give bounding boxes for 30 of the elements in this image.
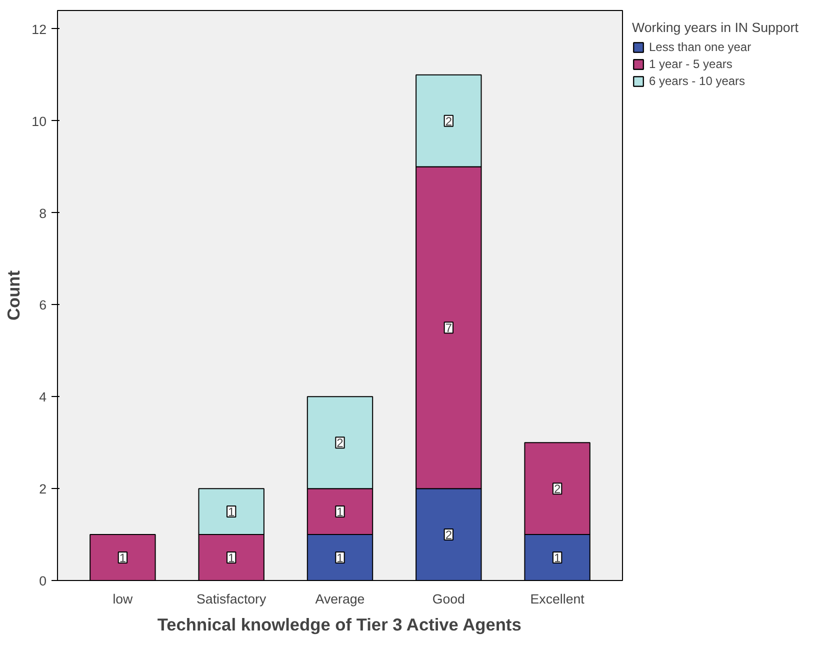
y-tick-label: 2 <box>39 482 47 497</box>
data-label: 2 <box>445 114 452 128</box>
legend-label: 6 years - 10 years <box>649 74 746 88</box>
y-tick-label: 0 <box>39 574 47 588</box>
legend-label: Less than one year <box>649 40 752 54</box>
x-tick-label: low <box>112 592 134 606</box>
data-label: 1 <box>336 551 344 566</box>
data-label: 7 <box>445 321 452 336</box>
data-label: 1 <box>119 551 126 566</box>
y-tick-label: 10 <box>32 114 47 129</box>
data-label: 1 <box>228 551 236 566</box>
y-axis-title: Count <box>4 270 24 321</box>
data-label: 2 <box>445 528 452 542</box>
data-label: 1 <box>228 505 236 520</box>
x-tick-label: Average <box>315 592 365 606</box>
y-tick-label: 4 <box>39 390 48 405</box>
data-label: 1 <box>554 551 561 566</box>
x-tick-label: Good <box>432 592 465 606</box>
legend-label: 1 year - 5 years <box>649 57 732 71</box>
x-tick-label: Satisfactory <box>196 592 266 606</box>
y-tick-label: 8 <box>39 206 47 221</box>
x-axis-title: Technical knowledge of Tier 3 Active Agents <box>157 614 522 634</box>
y-tick-label: 12 <box>32 22 47 37</box>
x-tick-label: Excellent <box>530 592 585 606</box>
data-label: 2 <box>336 436 344 450</box>
data-label: 1 <box>336 505 344 520</box>
legend-title: Working years in IN Support <box>632 20 798 35</box>
y-tick-label: 6 <box>39 298 47 313</box>
bar <box>90 534 156 580</box>
data-label: 2 <box>554 482 561 496</box>
